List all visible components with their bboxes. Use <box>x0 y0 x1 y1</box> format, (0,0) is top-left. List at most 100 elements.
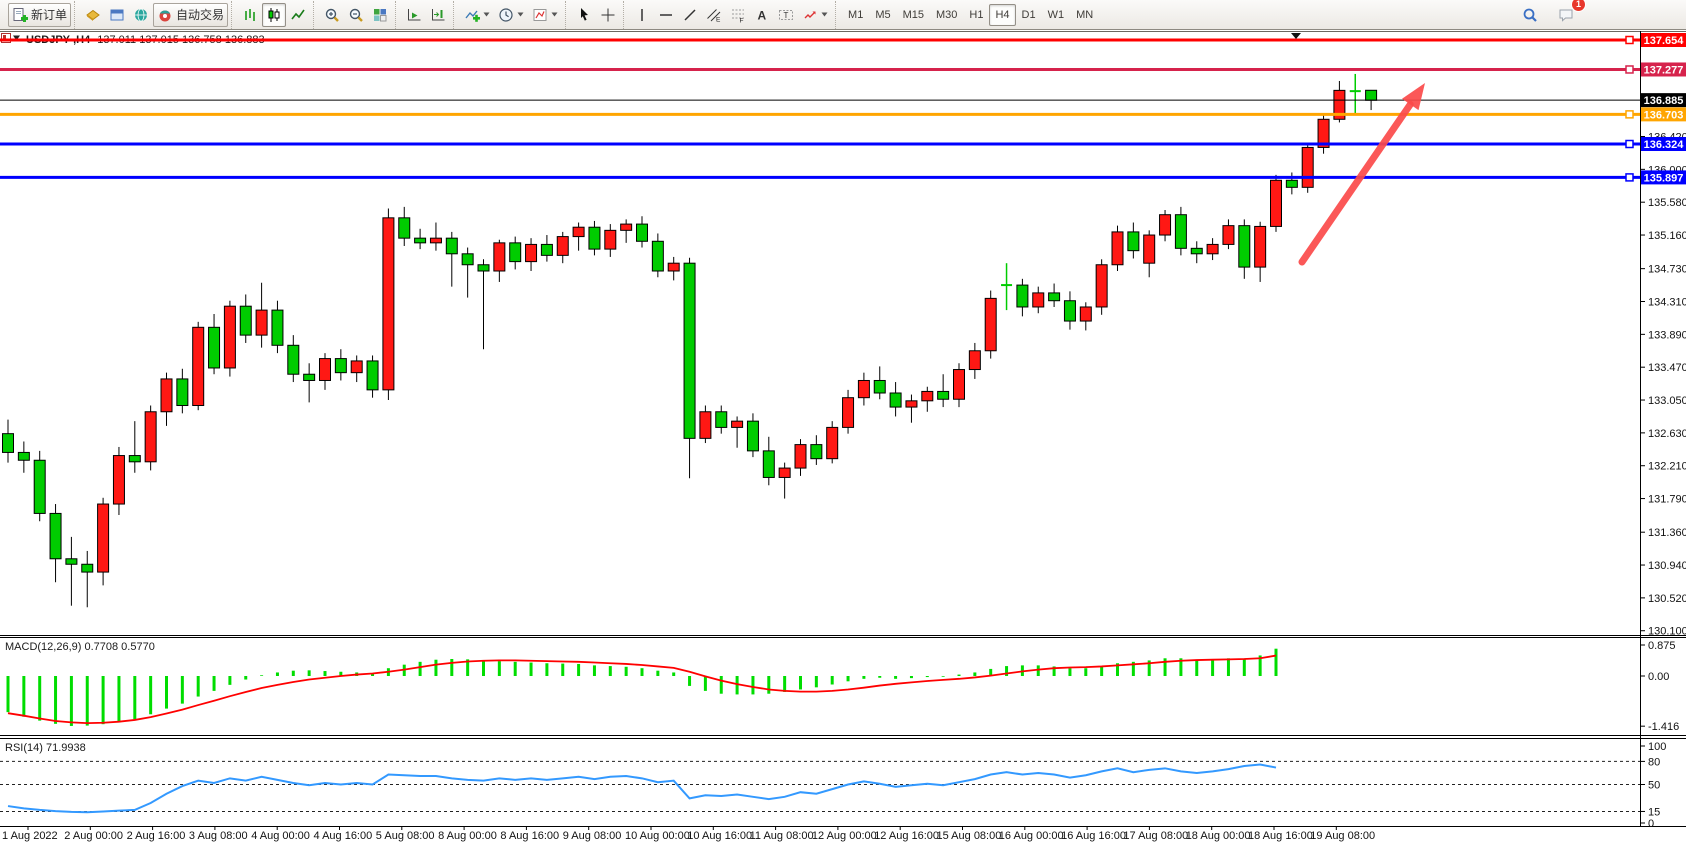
candle-body <box>461 253 474 266</box>
horizontal-line-button[interactable] <box>654 3 678 27</box>
text-label-button[interactable]: T <box>774 3 798 27</box>
fibonacci-button[interactable]: F <box>726 3 750 27</box>
chat-button[interactable]: 1 <box>1554 0 1586 27</box>
search-button[interactable] <box>1518 3 1542 27</box>
new-order-icon <box>13 7 28 22</box>
news-button[interactable] <box>129 3 153 27</box>
fibonacci-icon: F <box>732 9 745 23</box>
chart-window-icon[interactable] <box>1 33 21 43</box>
trend-arrow-shaft[interactable] <box>1298 100 1414 266</box>
candle-body <box>144 411 157 463</box>
svg-text:F: F <box>740 17 744 23</box>
price-tick-label: 133.890 <box>1648 329 1686 341</box>
candle-body <box>1063 300 1076 322</box>
profiles-button[interactable] <box>81 3 105 27</box>
new-window-button[interactable] <box>105 3 129 27</box>
candle-body <box>271 309 284 346</box>
candle-body <box>255 309 268 336</box>
timeframe-button-m15[interactable]: M15 <box>902 8 924 21</box>
price-tag <box>1641 62 1686 77</box>
notification-badge: 1 <box>1571 0 1586 12</box>
price-tick-label: 130.940 <box>1648 560 1686 572</box>
price-tick-label: 134.730 <box>1648 264 1686 276</box>
price-tick-label: 132.630 <box>1648 428 1686 440</box>
price-tick-label: 135.580 <box>1648 197 1686 209</box>
candle-body <box>65 558 78 565</box>
price-tag <box>1641 170 1686 185</box>
zoom-out-button[interactable] <box>344 3 368 27</box>
timeframe-button-h4[interactable]: H4 <box>989 3 1016 26</box>
zoom-in-button[interactable] <box>320 3 344 27</box>
timeframe-button-w1[interactable]: W1 <box>1047 8 1065 21</box>
timeframe-button-m1[interactable]: M1 <box>848 8 864 21</box>
macd-tick-label: 0.00 <box>1648 671 1669 683</box>
candle-body <box>810 444 823 460</box>
level-line-handle[interactable] <box>1625 35 1634 45</box>
trendline-button[interactable] <box>678 3 702 27</box>
level-line-handle[interactable] <box>1625 110 1634 119</box>
level-line-handle[interactable] <box>1625 139 1634 149</box>
price-tag-label: 136.703 <box>1644 109 1684 121</box>
candle-body <box>651 240 664 272</box>
candle-body <box>81 563 94 573</box>
chart-shift-button[interactable] <box>402 3 426 27</box>
price-tick-label: 130.520 <box>1648 593 1686 605</box>
time-label: 10 Aug 00:00 <box>625 830 690 842</box>
candle-body <box>873 379 886 394</box>
macd-label: MACD(12,26,9) 0.7708 0.5770 <box>5 641 155 653</box>
chevron-down-icon[interactable] <box>13 35 20 41</box>
candle-body <box>1032 292 1045 308</box>
candle-body <box>1016 284 1029 308</box>
tile-windows-button[interactable] <box>368 3 392 27</box>
candle-body <box>398 217 411 239</box>
crosshair-button[interactable] <box>596 3 620 27</box>
price-tag <box>1641 137 1686 152</box>
vertical-line-button[interactable] <box>630 3 654 27</box>
level-line-handle[interactable] <box>1625 173 1634 182</box>
new-window-icon <box>110 9 124 20</box>
autoscroll-button[interactable] <box>426 3 450 27</box>
timeframe-button-mn[interactable]: MN <box>1076 8 1094 21</box>
toolbar-group: 自动交易 <box>74 0 231 29</box>
price-tag-label: 136.324 <box>1644 139 1685 151</box>
dropdown-caret-icon <box>551 12 558 17</box>
bar-chart-button[interactable] <box>238 3 262 27</box>
candle-body <box>223 305 236 369</box>
autotrade-button[interactable]: 自动交易 <box>153 2 229 27</box>
text-label-icon: T <box>779 9 794 20</box>
periods-button[interactable] <box>494 3 528 27</box>
channel-button[interactable]: E <box>702 3 726 27</box>
new-order-button[interactable]: 新订单 <box>8 2 72 27</box>
timeframe-button-m5[interactable]: M5 <box>875 8 891 21</box>
timeframe-button-h1[interactable]: H1 <box>969 8 984 21</box>
timeframe-button-d1[interactable]: D1 <box>1021 8 1036 21</box>
time-label: 3 Aug 08:00 <box>189 830 248 842</box>
cursor-button[interactable] <box>572 3 596 27</box>
line-chart-button[interactable] <box>286 3 310 27</box>
templates-button[interactable] <box>528 3 562 27</box>
dropdown-caret-icon <box>517 12 524 17</box>
macd-signal-line <box>7 654 1277 725</box>
trend-arrow-head[interactable] <box>1402 83 1425 111</box>
text-button[interactable]: A <box>750 3 774 27</box>
candle-body <box>128 455 141 463</box>
candle-body <box>509 242 522 263</box>
dropdown-caret-icon <box>821 12 828 17</box>
candle-body <box>1048 292 1061 302</box>
candle-body <box>1143 234 1156 264</box>
svg-text:A: A <box>758 8 767 22</box>
indicators-button[interactable] <box>460 3 494 27</box>
timeframe-group: M1 M5 M15 M30 H1 H4 D1 W1 MN <box>835 0 1102 29</box>
toolbar-group <box>231 0 313 29</box>
object-anchor-triangle-icon[interactable] <box>1291 33 1301 39</box>
candle-chart-button[interactable] <box>262 2 287 27</box>
timeframe-button-m30[interactable]: M30 <box>936 8 958 21</box>
time-label: 18 Aug 16:00 <box>1248 830 1313 842</box>
autoscroll-icon <box>432 8 445 20</box>
arrows-button[interactable] <box>798 3 832 27</box>
main-toolbar: 新订单 自动交易 E F A T M1 M5 M15 M30 H1 H4 D1 W1 MN 1 <box>0 0 1686 30</box>
candle-body <box>572 226 585 238</box>
time-label: 11 Aug 08:00 <box>750 830 814 842</box>
level-line-handle[interactable] <box>1625 65 1634 74</box>
